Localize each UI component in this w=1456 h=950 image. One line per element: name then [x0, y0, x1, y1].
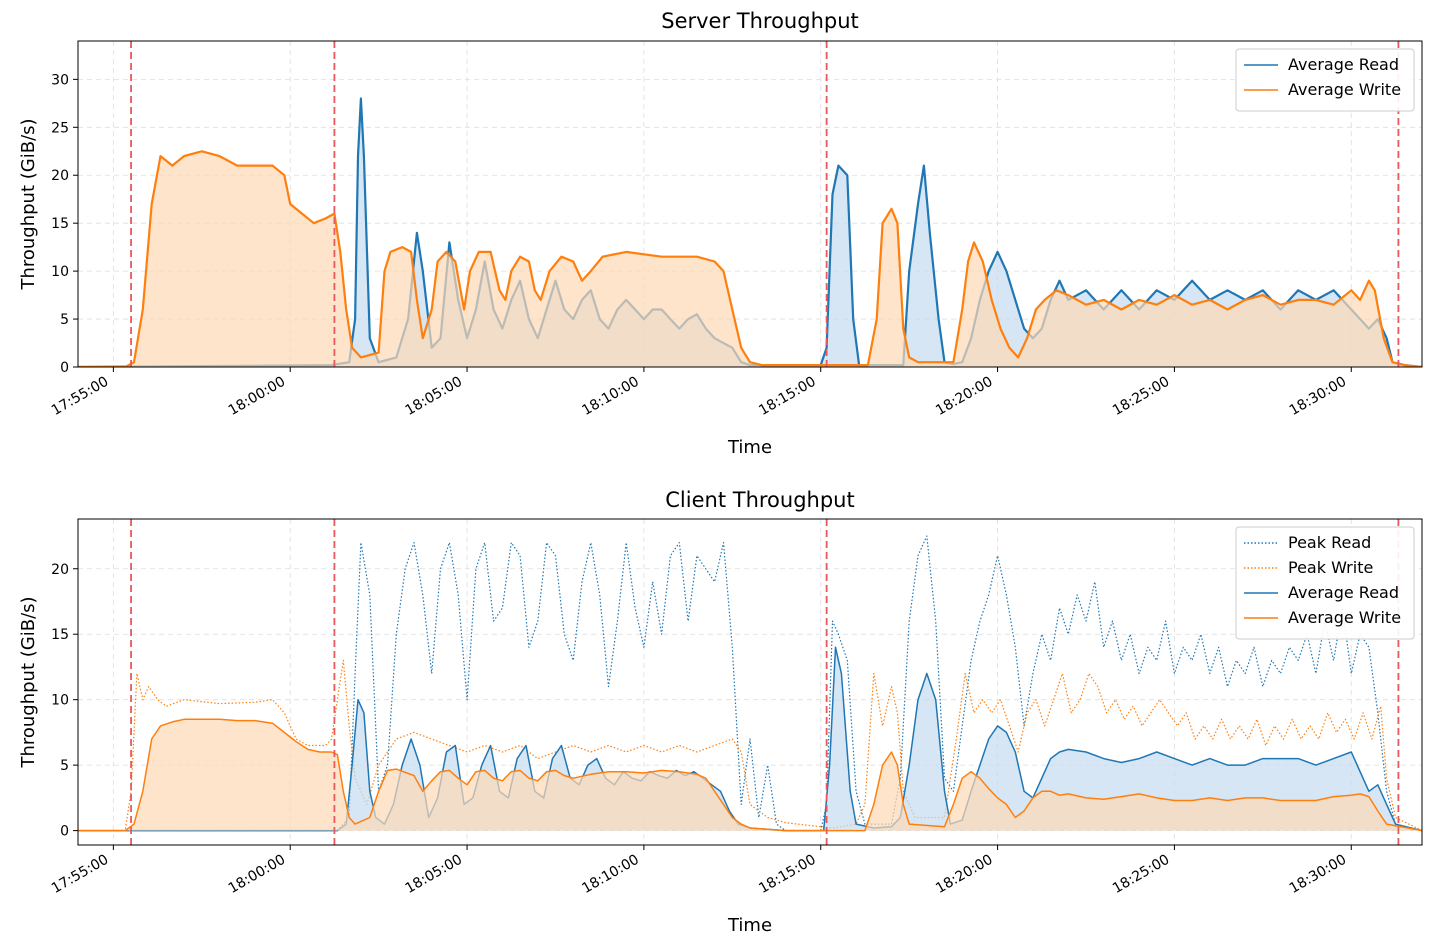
- series-line-peak-write: [78, 659, 1422, 832]
- y-tick-label: 20: [51, 562, 69, 578]
- y-axis-label: Throughput (GiB/s): [18, 596, 39, 768]
- chart-panel-1: 0 5 10 15 20 25 30 17:55:00 18:00:00 18:05:00 18:1…: [18, 9, 1423, 458]
- y-tick-label: 5: [60, 758, 69, 774]
- series-fill-average-write: [78, 719, 1422, 831]
- series-fill-average-write: [78, 151, 1422, 367]
- x-tick-label: 18:05:00: [403, 374, 465, 419]
- legend-label: Average Read: [1288, 583, 1399, 602]
- plot-area: [78, 535, 1422, 832]
- legend-label: Average Write: [1288, 608, 1401, 627]
- y-tick-label: 0: [60, 360, 69, 376]
- x-tick-label: 18:00:00: [226, 852, 288, 897]
- y-tick-label: 30: [51, 72, 69, 88]
- plot-area: [78, 97, 1422, 367]
- legend-label: Average Write: [1288, 80, 1401, 99]
- plot-frame: [77, 518, 1423, 846]
- chart-panel-2: 0 5 10 15 20 17:55:00 18:00:00 18:05:00 18:10:00…: [18, 488, 1423, 936]
- chart-title: Server Throughput: [661, 9, 859, 33]
- x-tick-label: 18:15:00: [756, 374, 818, 419]
- y-axis-label: Throughput (GiB/s): [18, 118, 39, 290]
- series-line-average-write: [78, 718, 1422, 832]
- x-tick-label: 17:55:00: [49, 852, 111, 897]
- series-line-peak-read: [78, 535, 1422, 832]
- x-tick-label: 18:15:00: [756, 852, 818, 897]
- legend-box: [1235, 48, 1415, 112]
- x-tick-label: 18:20:00: [933, 374, 995, 419]
- legend-label: Average Read: [1288, 55, 1399, 74]
- x-tick-label: 18:05:00: [403, 852, 465, 897]
- x-axis-label: Time: [727, 437, 772, 458]
- y-tick-label: 10: [51, 264, 69, 280]
- x-tick-label: 18:30:00: [1287, 852, 1349, 897]
- x-axis-label: Time: [727, 915, 772, 936]
- y-tick-label: 25: [51, 120, 69, 136]
- x-tick-label: 18:00:00: [226, 374, 288, 419]
- x-tick-label: 18:20:00: [933, 852, 995, 897]
- y-tick-label: 0: [60, 824, 69, 840]
- y-tick-label: 15: [51, 216, 69, 232]
- x-tick-label: 17:55:00: [49, 374, 111, 419]
- series-line-average-write: [78, 150, 1422, 367]
- plot-frame: [77, 40, 1423, 368]
- x-tick-label: 18:10:00: [579, 852, 641, 897]
- legend-label: Peak Write: [1288, 558, 1373, 577]
- legend-label: Peak Read: [1288, 533, 1371, 552]
- x-tick-label: 18:30:00: [1287, 374, 1349, 419]
- y-tick-label: 15: [51, 627, 69, 643]
- y-tick-label: 5: [60, 312, 69, 328]
- legend: Average Read Average Write: [1235, 48, 1415, 112]
- x-tick-label: 18:25:00: [1110, 374, 1172, 419]
- legend: Peak Read Peak Write Average Read Average W…: [1235, 526, 1415, 640]
- x-tick-label: 18:10:00: [579, 374, 641, 419]
- y-tick-label: 20: [51, 168, 69, 184]
- legend-box: [1235, 526, 1415, 640]
- x-tick-label: 18:25:00: [1110, 852, 1172, 897]
- y-tick-label: 10: [51, 693, 69, 709]
- chart-title: Client Throughput: [665, 488, 854, 512]
